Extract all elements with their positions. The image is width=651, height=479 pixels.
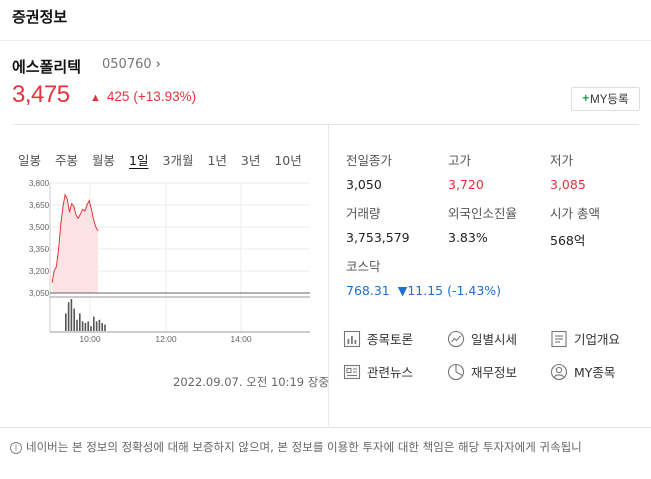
- stock-code: 050760: [102, 57, 152, 72]
- volume-bar: [70, 299, 73, 331]
- menu-daily-quotes[interactable]: 일별시세: [447, 329, 517, 348]
- y-tick-label: 3,050: [29, 289, 50, 298]
- menu-forum[interactable]: 종목토론: [343, 329, 413, 348]
- y-tick-label: 3,650: [29, 201, 50, 210]
- price-change: ▲ 425 (+13.93%): [90, 89, 196, 104]
- menu-financials[interactable]: 재무정보: [447, 362, 517, 381]
- stock-name[interactable]: 에스폴리텍: [12, 58, 82, 76]
- menu-label: MY종목: [574, 365, 616, 380]
- stat-value: 3,753,579: [346, 230, 410, 245]
- intraday-chart: 3,800 3,650 3,500 3,350 3,200 3,050 10:00 12:00…: [29, 179, 310, 344]
- current-price: 3,475: [12, 81, 70, 108]
- stat-value: 3,720: [448, 177, 484, 192]
- trend-icon: [447, 330, 465, 347]
- divider: [12, 124, 639, 125]
- stat-label: 전일종가: [346, 153, 393, 168]
- stat-value: 768.31 ▼11.15 (-1.43%): [346, 283, 546, 298]
- tab-monthly[interactable]: 월봉: [92, 153, 116, 168]
- price-area: [52, 194, 98, 293]
- tab-1day[interactable]: 1일: [129, 153, 149, 168]
- document-icon: [551, 330, 567, 347]
- volume-bar: [90, 326, 92, 331]
- menu-label: 종목토론: [367, 332, 414, 347]
- pie-chart-icon: [447, 363, 465, 380]
- index-value: 768.31: [346, 283, 390, 298]
- stat-label: 고가: [448, 153, 472, 168]
- volume-bar: [93, 316, 95, 331]
- volume-bar: [79, 313, 81, 331]
- menu-my-stocks[interactable]: MY종목: [550, 362, 615, 381]
- disclaimer-text: 네이버는 본 정보의 정확성에 대해 보증하지 않으며, 본 정보를 이용한 투…: [26, 440, 582, 454]
- tab-1year[interactable]: 1년: [207, 153, 227, 168]
- period-tabs: 일봉 주봉 월봉 1일 3개월 1년 3년 10년: [18, 150, 316, 169]
- volume-bar: [101, 323, 103, 331]
- my-register-button[interactable]: + MY등록: [571, 87, 640, 111]
- x-tick-label: 14:00: [230, 334, 252, 344]
- volume-bar: [73, 308, 75, 331]
- my-register-label: MY등록: [590, 94, 629, 106]
- tab-3month[interactable]: 3개월: [162, 153, 194, 168]
- tab-3year[interactable]: 3년: [240, 153, 261, 168]
- info-icon: i: [10, 442, 22, 454]
- menu-label: 재무정보: [471, 365, 518, 380]
- y-tick-label: 3,500: [29, 223, 50, 232]
- price-line: [51, 193, 99, 283]
- stat-prev-close: 전일종가 3,050: [346, 150, 446, 192]
- y-tick-label: 3,800: [29, 179, 50, 188]
- chevron-right-icon: ›: [155, 57, 161, 72]
- index-change: ▼11.15 (-1.43%): [397, 283, 502, 298]
- stat-label: 저가: [550, 153, 574, 168]
- timestamp: 2022.09.07. 오전 10:19 장중: [173, 375, 329, 389]
- volume-bar: [87, 321, 89, 331]
- stat-value: 3,050: [346, 177, 382, 192]
- y-tick-label: 3,350: [29, 245, 50, 254]
- volume-bar: [84, 323, 87, 331]
- stat-kosdaq: 코스닥 768.31 ▼11.15 (-1.43%): [346, 256, 546, 298]
- volume-bar: [65, 313, 67, 331]
- stat-market-cap: 시가 총액 568억: [550, 203, 650, 249]
- stat-high: 고가 3,720: [448, 150, 548, 192]
- stat-low: 저가 3,085: [550, 150, 650, 192]
- plus-icon: +: [582, 93, 590, 105]
- y-tick-label: 3,200: [29, 267, 50, 276]
- disclaimer: i 네이버는 본 정보의 정확성에 대해 보증하지 않으며, 본 정보를 이용한 …: [10, 439, 582, 455]
- news-icon: [343, 364, 361, 379]
- menu-news[interactable]: 관련뉴스: [343, 362, 413, 381]
- forum-chart-icon: [343, 330, 361, 347]
- stock-code-link[interactable]: 050760 ›: [102, 57, 161, 72]
- volume-bar: [76, 319, 78, 331]
- volume-bar: [67, 302, 70, 331]
- divider-vertical: [328, 124, 329, 426]
- user-icon: [550, 363, 568, 380]
- menu-company-overview[interactable]: 기업개요: [550, 329, 620, 348]
- x-tick-label: 10:00: [79, 334, 101, 344]
- volume-bar: [104, 324, 106, 331]
- tab-10year[interactable]: 10년: [274, 153, 302, 168]
- tab-weekly[interactable]: 주봉: [55, 153, 79, 168]
- stat-label: 외국인소진율: [448, 206, 518, 221]
- tab-daily[interactable]: 일봉: [18, 153, 42, 168]
- stat-label: 코스닥: [346, 259, 381, 274]
- x-tick-label: 12:00: [155, 334, 177, 344]
- divider: [0, 40, 651, 41]
- volume-bar: [98, 319, 101, 331]
- change-percent: (+13.93%): [133, 89, 197, 104]
- menu-label: 기업개요: [574, 332, 621, 347]
- up-arrow-icon: ▲: [90, 92, 101, 104]
- section-title: 증권정보: [12, 8, 68, 26]
- stat-label: 시가 총액: [550, 206, 600, 221]
- stat-label: 거래량: [346, 206, 381, 221]
- stat-value: 568억: [550, 233, 586, 248]
- menu-label: 일별시세: [471, 332, 518, 347]
- stat-value: 3.83%: [448, 230, 488, 245]
- divider: [0, 427, 651, 428]
- menu-label: 관련뉴스: [367, 365, 414, 380]
- stat-value: 3,085: [550, 177, 586, 192]
- stat-volume: 거래량 3,753,579: [346, 203, 446, 245]
- stat-foreign-rate: 외국인소진율 3.83%: [448, 203, 548, 245]
- volume-bar: [95, 321, 98, 331]
- volume-bar: [81, 321, 84, 331]
- change-amount: 425: [106, 89, 130, 104]
